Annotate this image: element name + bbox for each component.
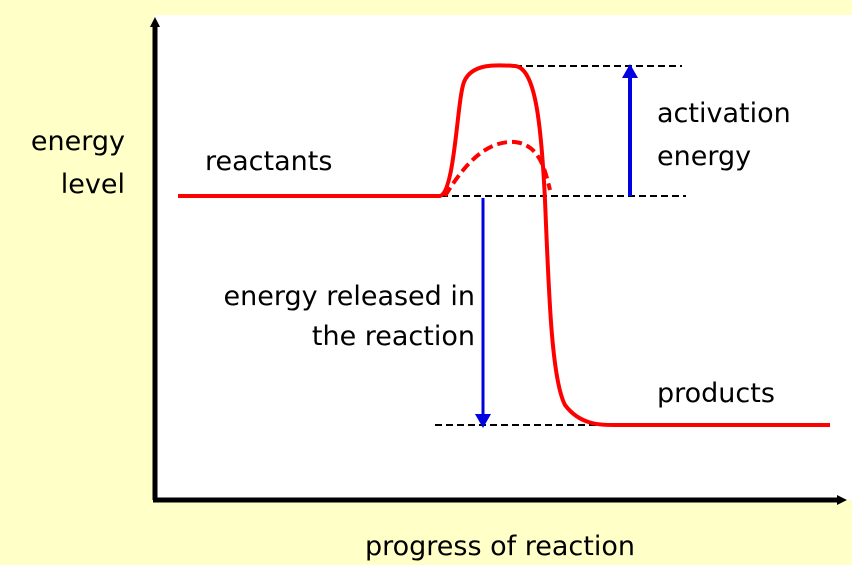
x-axis-label: progress of reaction <box>365 531 635 562</box>
released-label: energy released in <box>224 281 475 312</box>
catalysed-curve <box>443 139 552 198</box>
activation-label: activation <box>657 98 791 129</box>
products-label: products <box>657 378 775 409</box>
y-axis-label: energy <box>31 126 125 157</box>
released-label: the reaction <box>312 321 475 352</box>
reactants-label: reactants <box>205 146 332 177</box>
y-axis-label: level <box>61 169 125 200</box>
activation-label: energy <box>657 141 751 172</box>
reaction-curve <box>178 63 830 427</box>
plot-area <box>155 15 852 500</box>
